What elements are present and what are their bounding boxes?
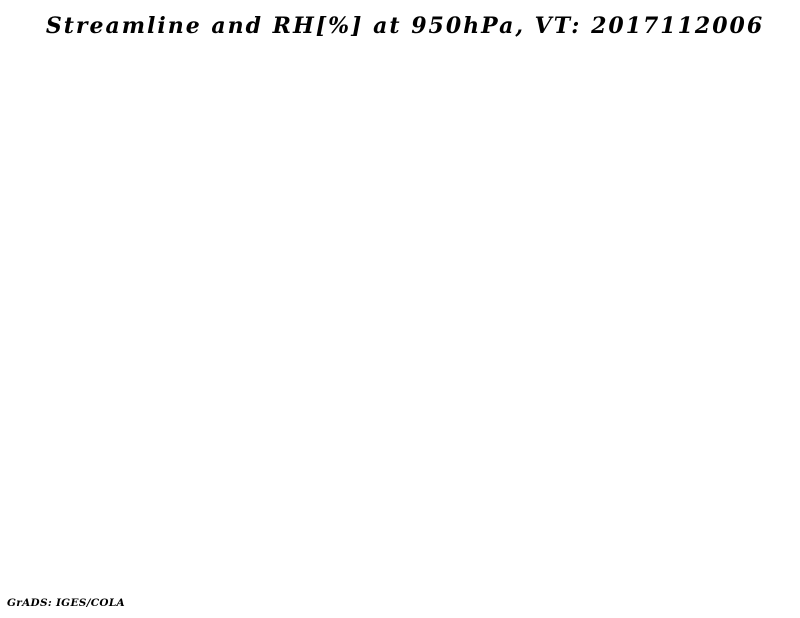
plot-title: Streamline and RH[%] at 950hPa, VT: 2017…	[45, 13, 765, 39]
colorbar-canvas	[720, 143, 760, 473]
grads-credit: GrADS: IGES/COLA	[7, 597, 125, 609]
streamline-rh-map-canvas	[135, 62, 700, 562]
